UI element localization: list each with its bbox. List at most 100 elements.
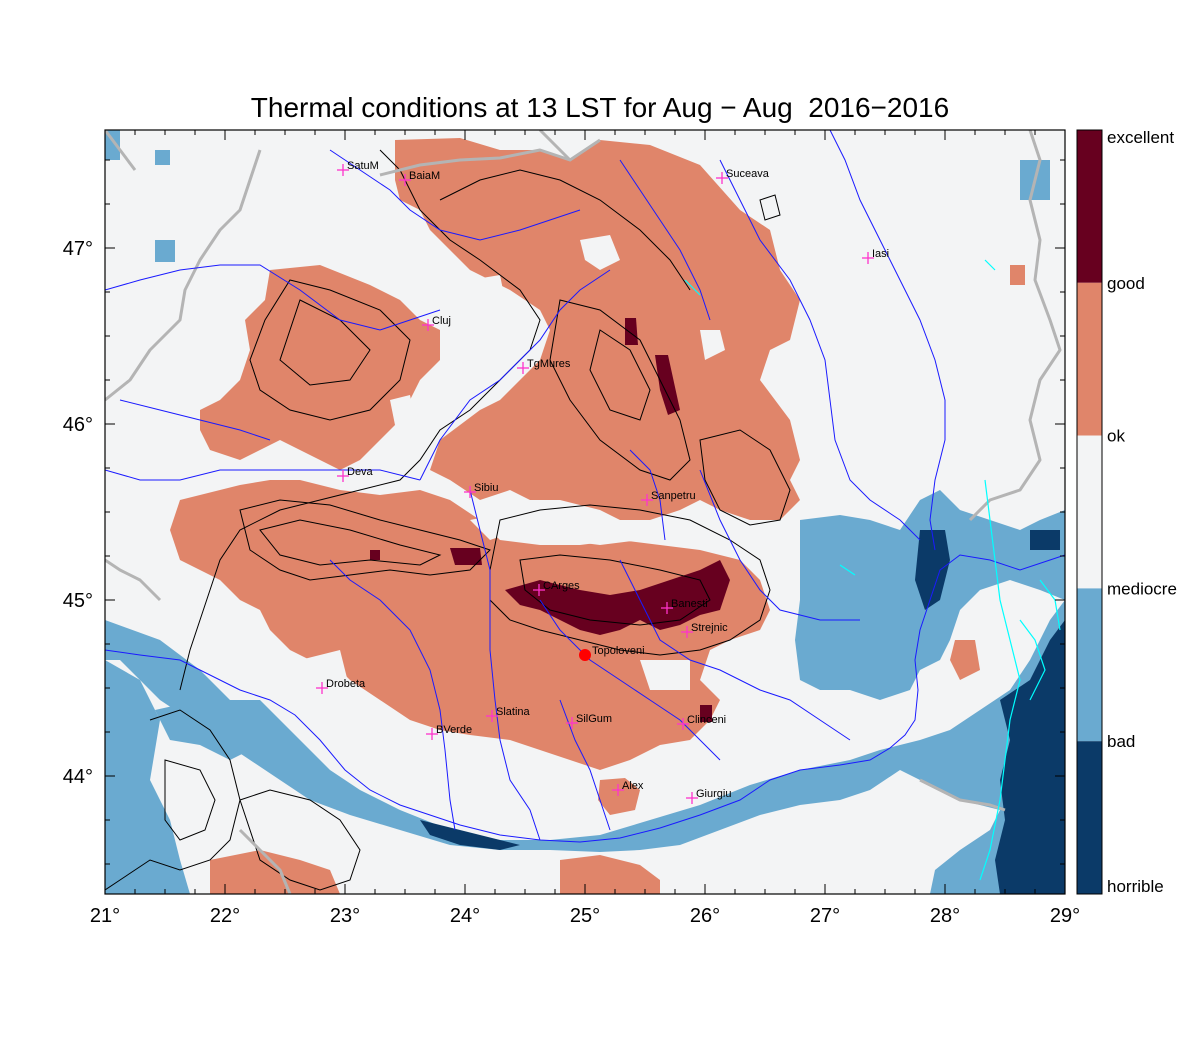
city-slatina: Slatina <box>486 706 531 722</box>
city-label: Strejnic <box>691 622 728 634</box>
city-label: Topoloveni <box>592 645 645 657</box>
good-region-layer <box>170 138 1025 894</box>
x-tick-label: 24° <box>450 905 480 927</box>
city-iasi: Iasi <box>862 248 889 264</box>
river-siret <box>719 159 921 541</box>
coastline <box>979 479 1021 881</box>
mediocre-region-west-bend <box>155 700 250 760</box>
city-sibiu: Sibiu <box>464 482 498 498</box>
border-bulgaria-east <box>919 778 1006 812</box>
contour-line <box>164 759 216 841</box>
excellent-region-south-speck <box>700 705 712 722</box>
lake-balta <box>839 564 856 576</box>
border-ukraine-spur <box>538 130 572 162</box>
river-bistrita <box>619 159 711 321</box>
contour-line <box>439 169 691 291</box>
mediocre-speck-1 <box>155 150 170 165</box>
city-label: SilGum <box>576 713 612 725</box>
excellent-region-fagaras <box>450 548 482 565</box>
city-label: Banesti <box>671 598 708 610</box>
terrain-contours <box>105 149 791 891</box>
mediocre-speck-2 <box>155 240 175 262</box>
legend-swatch <box>1077 588 1102 742</box>
mediocre-region-southwest <box>105 660 190 894</box>
legend-label: horrible <box>1107 877 1164 896</box>
city-baiam: BaiaM <box>399 170 440 186</box>
good-region-carpathians <box>395 138 800 520</box>
city-deva: Deva <box>337 466 374 482</box>
x-tick-label: 25° <box>570 905 600 927</box>
city-label: TgMures <box>527 358 571 370</box>
lake-bicaz <box>684 279 701 296</box>
river-prut <box>829 130 946 551</box>
good-region-northeast <box>1010 265 1025 285</box>
topoloveni-dot <box>579 649 591 661</box>
legend-label: good <box>1107 274 1145 293</box>
bad-region-danube-strip <box>420 820 520 850</box>
border-serbia <box>105 558 162 602</box>
river-danube <box>105 554 1065 843</box>
legend-swatch <box>1077 435 1102 589</box>
city-bverde: BVerde <box>426 724 472 740</box>
contour-line <box>239 499 491 581</box>
contour-line <box>489 504 771 656</box>
ok-hole-4 <box>640 660 690 690</box>
legend-swatch <box>1077 741 1102 894</box>
bad-region-black-sea-coast <box>995 620 1065 894</box>
border-northwest <box>105 130 137 171</box>
city-label: BVerde <box>436 724 472 736</box>
excellent-region-north <box>625 318 638 345</box>
y-tick-label: 46° <box>63 414 93 436</box>
excellent-region-harghita <box>655 355 680 415</box>
border-bulgaria-west <box>238 828 292 894</box>
legend-swatch <box>1077 130 1102 283</box>
river-buzau <box>699 469 860 621</box>
y-tick-label: 47° <box>63 238 93 260</box>
city-topoloveni: Topoloveni <box>592 645 645 657</box>
city-label: Alex <box>622 780 644 792</box>
country-borders <box>105 130 1062 894</box>
city-satum: SatuM <box>337 160 379 176</box>
city-label: Clinceni <box>687 714 726 726</box>
contour-line <box>239 789 361 891</box>
city-silgum: SilGum <box>566 713 612 729</box>
axis-ticks <box>104 130 1066 894</box>
city-sanpetru: Sanpetru <box>641 490 696 506</box>
river-mures-east <box>419 269 611 481</box>
city-label: CArges <box>543 580 580 592</box>
lake-stanca <box>984 259 996 271</box>
city-tgmures: TgMures <box>517 358 571 374</box>
contour-line <box>259 519 442 566</box>
city-alex: Alex <box>612 780 644 796</box>
river-crisuri <box>119 399 271 441</box>
mediocre-region-corner <box>105 130 120 160</box>
lagoon-razim <box>1019 619 1046 701</box>
city-label: Sanpetru <box>651 490 696 502</box>
map-layers <box>105 130 1065 894</box>
river-north <box>329 149 581 241</box>
x-tick-label: 29° <box>1050 905 1080 927</box>
good-region-south <box>170 480 770 770</box>
city-label: Drobeta <box>326 678 366 690</box>
city-label: SatuM <box>347 160 379 172</box>
city-markers: SatuM BaiaM Suceava Iasi Cluj TgMures Deva Sibi… <box>316 160 889 804</box>
legend-label: ok <box>1107 427 1125 446</box>
city-label: Deva <box>347 466 374 478</box>
legend-label: bad <box>1107 732 1135 751</box>
river-somes <box>105 264 441 331</box>
legend-label: mediocre <box>1107 579 1177 598</box>
x-tick-label: 28° <box>930 905 960 927</box>
contour-line <box>549 299 691 481</box>
x-tick-label: 22° <box>210 905 240 927</box>
rivers <box>105 130 1065 843</box>
river-arges <box>539 599 721 761</box>
x-tick-label: 23° <box>330 905 360 927</box>
city-label: Sibiu <box>474 482 498 494</box>
river-jiu <box>329 559 456 831</box>
mediocre-region-danube <box>105 600 1065 894</box>
river-olt <box>469 489 541 841</box>
good-region-apuseni <box>200 265 440 470</box>
x-tick-label: 21° <box>90 905 120 927</box>
good-region-southwest <box>210 850 340 894</box>
contour-line <box>589 329 651 421</box>
